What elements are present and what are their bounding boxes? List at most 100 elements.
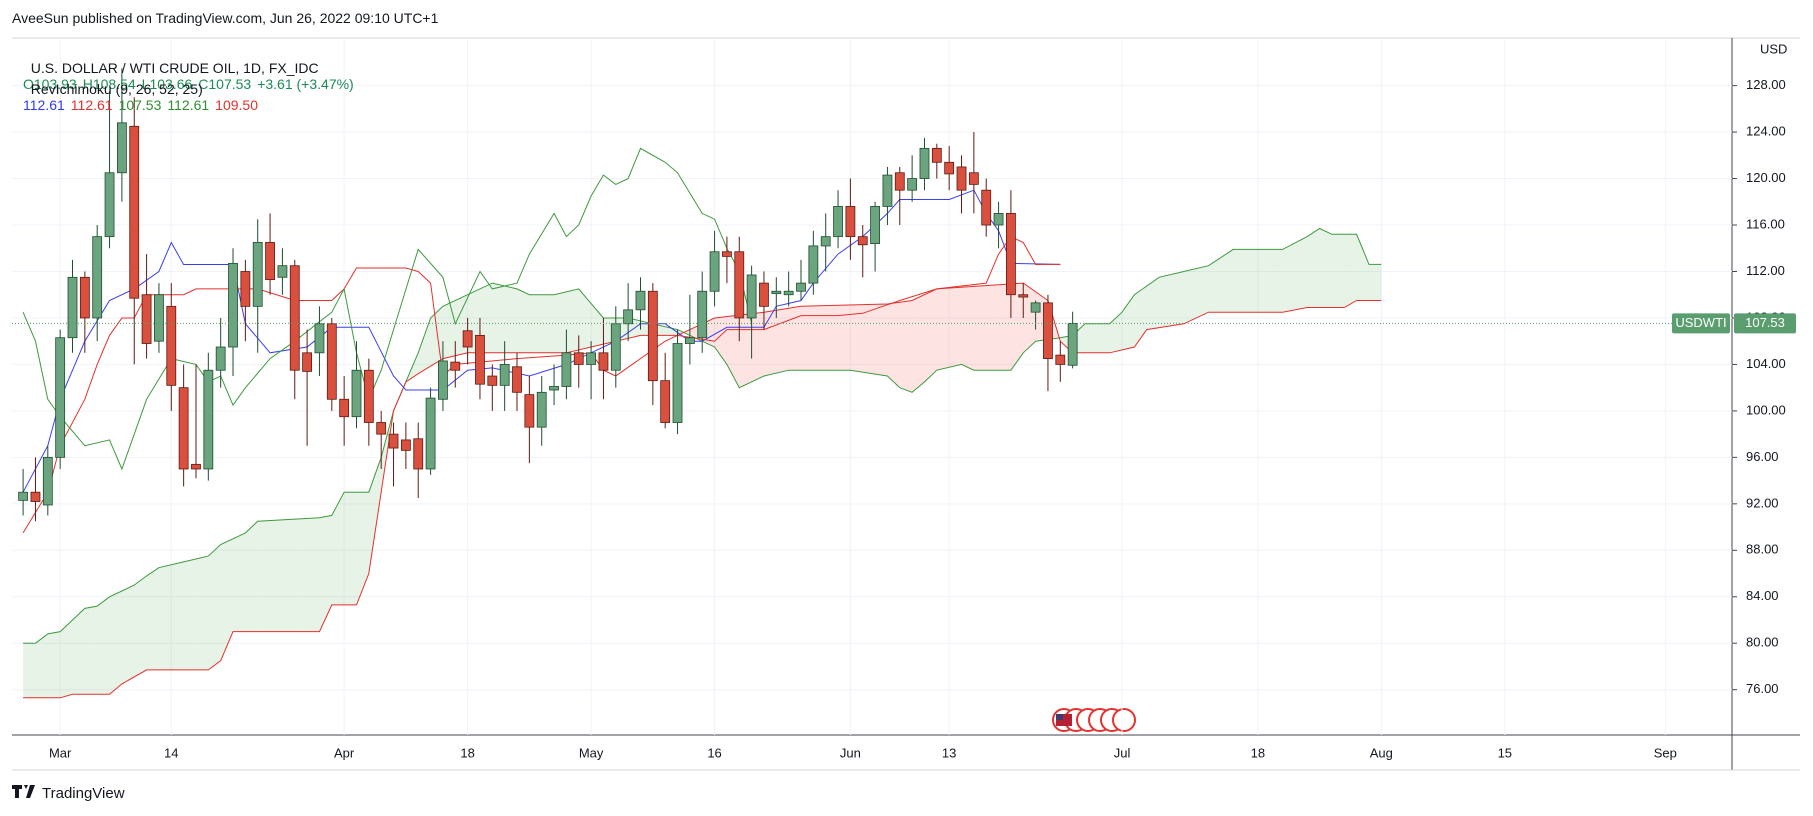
candle-body — [55, 337, 66, 458]
candle-body — [512, 366, 522, 393]
symbol-tag — [1672, 313, 1730, 334]
cloud-fill — [1189, 268, 1197, 321]
candle-body — [981, 189, 992, 226]
candle-body — [18, 491, 29, 501]
cloud-fill — [1368, 264, 1376, 301]
cloud-fill — [245, 527, 252, 632]
candle-body — [413, 438, 424, 470]
cloud-fill — [362, 492, 369, 590]
cloud-fill — [504, 286, 511, 353]
ohlc-value: L103.66 — [141, 76, 193, 92]
x-tick-label: Jun — [840, 745, 861, 760]
logo — [12, 785, 35, 798]
cloud-fill — [819, 305, 826, 371]
ohlc-value: +3.61 (+3.47%) — [257, 76, 354, 92]
cloud-fill — [998, 284, 1005, 371]
cloud-fill — [72, 614, 79, 695]
cloud-fill — [1350, 234, 1357, 305]
cloud-fill — [177, 561, 184, 670]
y-tick-label: 112.00 — [1746, 263, 1785, 278]
cloud-fill — [307, 518, 314, 632]
cloud-fill — [905, 300, 913, 393]
cloud-fill — [751, 312, 758, 382]
cloud-fill — [1294, 239, 1302, 310]
cloud-fill — [801, 306, 808, 371]
candle-body — [67, 276, 78, 339]
x-tick-label: 14 — [164, 745, 178, 760]
cloud-fill — [831, 305, 839, 371]
cloud-fill — [887, 303, 894, 382]
candle-body — [351, 369, 362, 418]
cloud-fill — [1319, 228, 1326, 308]
cloud-fill — [1233, 249, 1240, 313]
cloud-fill — [29, 643, 36, 698]
candle-body — [722, 251, 732, 257]
cloud-fill — [665, 326, 672, 336]
candle-body — [623, 309, 634, 325]
candle-body — [154, 294, 164, 342]
cloud-fill — [850, 304, 857, 372]
candle-body — [709, 251, 720, 292]
cloud-fill — [1208, 261, 1215, 313]
cloud-fill — [881, 304, 888, 377]
cloud-fill — [1010, 283, 1018, 371]
y-tick-label: 116.00 — [1746, 216, 1785, 231]
candle-body — [783, 290, 794, 296]
candles — [18, 68, 1078, 522]
cloud-fill — [1159, 275, 1166, 328]
y-tick-label: 104.00 — [1746, 356, 1786, 371]
cloud-fill — [1165, 274, 1172, 327]
x-tick-label: Mar — [49, 745, 72, 760]
cloud-fill — [226, 538, 234, 647]
cloud-fill — [1023, 283, 1030, 353]
cloud-fill — [683, 329, 690, 336]
candle-body — [919, 147, 930, 179]
indicator-value: 109.50 — [215, 97, 258, 113]
indicator-name: RevIchimoku (9, 26, 52, 25) — [30, 81, 203, 97]
candle-body — [870, 206, 880, 245]
cloud-fill — [1313, 228, 1320, 308]
cloud-fill — [634, 319, 641, 337]
cloud-fill — [529, 294, 536, 353]
event-flag[interactable] — [1112, 708, 1136, 732]
candle-body — [684, 337, 695, 344]
cloud-fill — [924, 291, 931, 382]
x-tick-label: 18 — [1251, 745, 1265, 760]
cloud-fill — [770, 310, 777, 375]
candle-body — [203, 369, 214, 470]
frame — [12, 37, 1800, 771]
cloud-fill — [1152, 277, 1160, 329]
y-tick-label: 76.00 — [1746, 681, 1779, 696]
cloud-fill — [418, 335, 425, 374]
cloud-fill — [1140, 286, 1147, 339]
candle-body — [499, 364, 510, 386]
cloud-fill — [1035, 291, 1042, 342]
symbol: U.S. DOLLAR / WTI CRUDE OIL, 1D, FX_IDC — [30, 60, 319, 76]
symbol-tag-text: USDWTI — [1675, 315, 1726, 330]
cloud-fill — [955, 287, 962, 366]
cloud-fill — [103, 596, 110, 695]
cloud-fill — [300, 518, 308, 632]
candle-body — [1030, 302, 1041, 313]
cloud-fill — [813, 305, 820, 371]
ohlc-value: O103.93 — [23, 76, 77, 92]
cloud-fill — [183, 560, 190, 670]
cloud-fill — [1177, 271, 1184, 325]
cloud-fill — [66, 619, 73, 697]
cloud-fill — [554, 293, 561, 353]
brand: TradingView — [42, 785, 125, 802]
candle-body — [438, 360, 448, 400]
cloud-fill — [492, 283, 499, 353]
cloud-fill — [1338, 234, 1345, 308]
cloud-fill — [807, 306, 814, 371]
y-tick-label: 120.00 — [1746, 170, 1786, 185]
cloud-fill — [412, 352, 419, 378]
cloud-fill — [1251, 249, 1258, 313]
y-tick-label: 88.00 — [1746, 542, 1779, 557]
candle-body — [487, 375, 498, 386]
cloud-fill — [171, 563, 178, 670]
cloud-fill — [856, 304, 863, 373]
cloud-fill — [91, 606, 98, 695]
candle-body — [450, 361, 461, 371]
cloud-fill — [486, 283, 493, 353]
